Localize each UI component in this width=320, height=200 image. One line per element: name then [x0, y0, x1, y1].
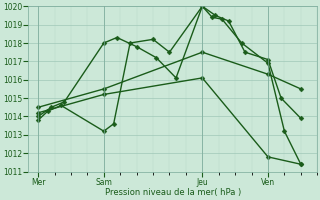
X-axis label: Pression niveau de la mer( hPa ): Pression niveau de la mer( hPa ): [105, 188, 241, 197]
